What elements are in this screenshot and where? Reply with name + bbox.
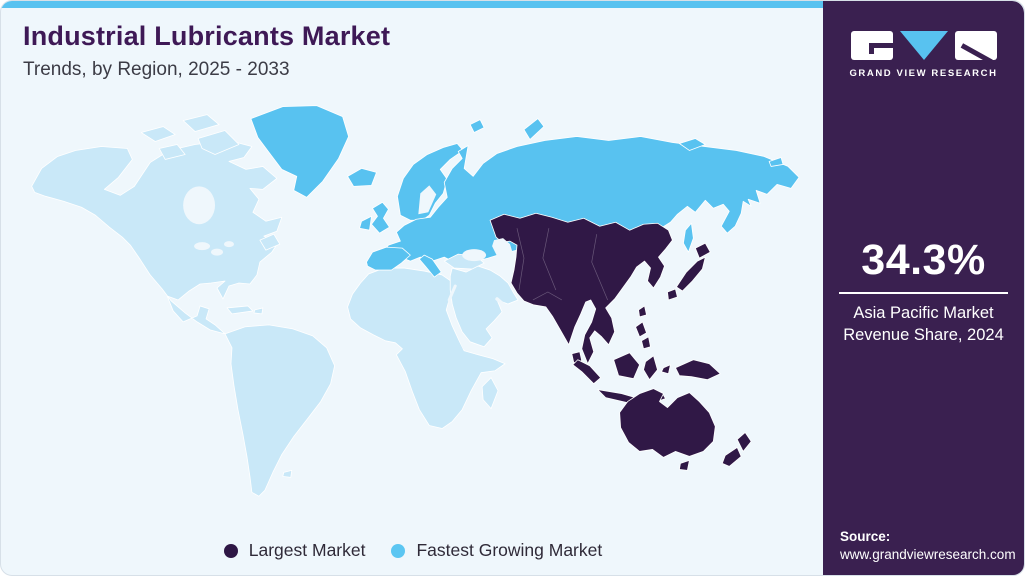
stat-divider [839, 292, 1008, 294]
regions-fastest-growing [250, 105, 800, 278]
legend: Largest Market Fastest Growing Market [1, 540, 825, 561]
landmass-scandinavia [397, 143, 464, 221]
landmass-wrangel [768, 157, 784, 167]
landmass-novaya-zemlya [523, 118, 545, 140]
landmass-north-america [31, 140, 283, 335]
landmass-hokkaido [694, 242, 711, 259]
landmass-iceland [347, 168, 377, 187]
landmass-greenland [250, 105, 349, 198]
gvr-logo-g-icon [850, 31, 893, 60]
source-label: Source: [840, 529, 891, 544]
landmass-asia-mainland [489, 212, 673, 365]
landmass-taiwan [638, 305, 647, 318]
regions-other-markets [31, 114, 506, 497]
page-title: Industrial Lubricants Market [23, 21, 391, 51]
landmass-svalbard [469, 119, 485, 133]
great-lake [194, 242, 211, 251]
caspian-sea [492, 238, 513, 275]
landmass-madagascar [481, 377, 499, 409]
landmass-sakhalin [683, 222, 694, 253]
landmass-south-america [224, 324, 336, 497]
landmass-great-britain [371, 201, 390, 234]
grand-view-research-logo: GRAND VIEW RESEARCH [823, 31, 1024, 79]
baltic-sea [418, 185, 437, 215]
stat-caption-line2: Revenue Share, 2024 [843, 325, 1004, 344]
stat-value: 34.3% [861, 236, 986, 284]
page-subtitle: Trends, by Region, 2025 - 2033 [23, 59, 290, 80]
landmass-moluccas [661, 364, 671, 375]
legend-item-fastest-growing-market: Fastest Growing Market [391, 540, 602, 561]
landmass-tasmania [679, 460, 690, 471]
hudson-bay [183, 186, 216, 225]
country-borders [516, 228, 608, 301]
fastest-growing-market-dot-icon [391, 543, 406, 558]
gvr-logo-r-icon [954, 31, 997, 60]
black-sea [462, 249, 487, 262]
landmass-italy [418, 254, 442, 278]
great-lake [211, 248, 224, 256]
persian-gulf [495, 297, 507, 308]
legend-label: Fastest Growing Market [416, 540, 603, 560]
regions-largest-market [489, 212, 752, 471]
gvr-logo-tiles [823, 31, 1024, 61]
source-block: Source: www.grandviewresearch.com [840, 529, 1016, 562]
landmass-new-zealand-north [736, 432, 752, 452]
landmass-arctic-island [182, 114, 220, 132]
landmass-honshu [676, 256, 706, 292]
sidebar: GRAND VIEW RESEARCH 34.3% Asia Pacific M… [823, 1, 1024, 575]
landmass-kyushu [667, 288, 678, 301]
landmass-hispaniola [253, 307, 264, 315]
landmass-arctic-island [140, 126, 176, 142]
stat-caption-line1: Asia Pacific Market [853, 304, 994, 322]
great-lake [224, 241, 234, 248]
landmass-new-zealand-south [721, 447, 742, 467]
landmass-new-siberian-islands [679, 138, 706, 151]
landmass-newfoundland [259, 233, 281, 251]
legend-label: Largest Market [248, 540, 366, 560]
landmass-sumatra [572, 359, 602, 385]
top-accent-bar [1, 1, 825, 8]
gvr-logo-r-slash [960, 43, 993, 60]
gvr-logo-g-slot [868, 43, 893, 54]
gvr-logo-v-icon [899, 31, 948, 60]
landmass-borneo [613, 352, 640, 380]
landmass-sulawesi [643, 355, 658, 381]
landmass-australia [619, 388, 716, 458]
landmass-middle-east [449, 265, 519, 348]
largest-market-dot-icon [223, 543, 238, 558]
landmass-philippines [641, 336, 651, 350]
landmass-iberia [366, 246, 411, 271]
legend-item-largest-market: Largest Market [223, 540, 366, 561]
source-url: www.grandviewresearch.com [840, 547, 1016, 562]
landmass-cuba [226, 305, 254, 315]
stat-block: 34.3% Asia Pacific Market Revenue Share,… [823, 239, 1024, 347]
landmass-arctic-island [197, 130, 240, 155]
header: Industrial Lubricants Market Trends, by … [23, 21, 390, 81]
landmass-arctic-island [158, 144, 186, 160]
landmass-ireland [359, 215, 372, 231]
red-sea [447, 284, 466, 350]
landmass-philippines [635, 321, 647, 338]
landmass-sri-lanka [571, 351, 583, 364]
landmass-new-guinea [675, 359, 721, 381]
landmass-falkland [282, 469, 293, 478]
brand-name: GRAND VIEW RESEARCH [849, 68, 998, 79]
